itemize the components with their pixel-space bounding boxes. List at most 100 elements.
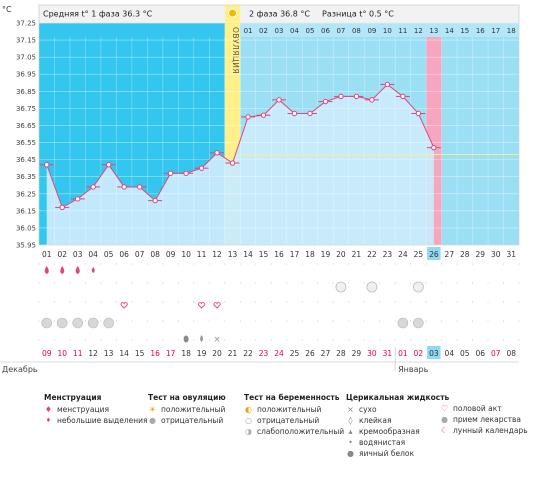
grid-dot <box>255 320 257 322</box>
sun-icon <box>228 8 238 18</box>
grid-dot <box>255 263 257 265</box>
grid-dot <box>317 339 319 341</box>
menstruation-icon <box>75 266 80 274</box>
legend-item: ● отрицательный <box>149 416 224 425</box>
legend-item: ◊ клейкая <box>346 415 449 426</box>
grid-dot <box>69 301 71 303</box>
temperature-point <box>276 97 282 103</box>
date-label: 30 <box>367 349 377 358</box>
grid-dot <box>208 339 210 341</box>
legend-title: Тест на беременность <box>244 393 340 402</box>
ovulation-test-icon <box>72 317 84 329</box>
grid-dot <box>177 282 179 284</box>
y-axis-unit: °C <box>2 5 12 14</box>
grid-dot <box>193 320 195 322</box>
y-tick-label: 36.35 <box>16 173 36 181</box>
cycle-day-label: 29 <box>476 250 486 259</box>
grid-dot <box>348 320 350 322</box>
symptoms-grid <box>39 264 519 343</box>
grid-dot <box>84 320 86 322</box>
date-label: 18 <box>181 349 191 358</box>
egg-white-icon: ● <box>347 449 354 458</box>
cycle-day-label: 24 <box>398 250 408 259</box>
grid-dot <box>69 282 71 284</box>
sun-icon: ☀ <box>148 405 157 414</box>
temperature-point <box>59 204 65 211</box>
temperature-point <box>105 162 112 168</box>
grid-dot <box>301 339 303 341</box>
cycle-day-label: 19 <box>321 250 331 259</box>
date-label: 14 <box>119 349 129 358</box>
grid-dot <box>239 301 241 303</box>
cycle-day-label: 26 <box>429 250 439 259</box>
top-day-label: 12 <box>414 27 423 35</box>
grid-dot <box>131 282 133 284</box>
grid-dot <box>131 339 133 341</box>
grid-dot <box>69 263 71 265</box>
pregnancy-test-icon <box>335 281 347 293</box>
grid-dot <box>425 320 427 322</box>
legend-item: ♦ небольшие выделения <box>45 416 148 425</box>
grid-dot <box>84 263 86 265</box>
y-tick-label: 36.85 <box>16 88 36 96</box>
legend-item: ☾ лунный календарь <box>440 426 528 435</box>
grid-dot <box>115 282 117 284</box>
legend-item: ♦ менструация <box>44 405 109 414</box>
temperature-point <box>369 97 375 103</box>
grid-dot <box>286 263 288 265</box>
grid-dot <box>410 339 412 341</box>
menstruation-icon <box>60 266 65 274</box>
date-label: 22 <box>243 349 253 358</box>
y-tick-label: 36.05 <box>16 224 36 232</box>
grid-dot <box>472 339 474 341</box>
grid-dot <box>286 282 288 284</box>
creamy-icon: ▴ <box>348 427 353 436</box>
grid-dot <box>162 263 164 265</box>
grid-dot <box>441 263 443 265</box>
date-label: 04 <box>445 349 455 358</box>
y-tick-label: 36.45 <box>16 156 36 164</box>
top-days-band <box>240 23 519 37</box>
grid-dot <box>518 339 520 341</box>
legend-item: ● прием лекарства <box>441 415 521 424</box>
grid-dot <box>146 282 148 284</box>
temperature-point <box>167 170 174 176</box>
temperature-point <box>431 144 437 151</box>
grid-dot <box>193 301 195 303</box>
grid-dot <box>270 339 272 341</box>
y-tick-label: 36.65 <box>16 122 36 130</box>
grid-dot <box>84 301 86 303</box>
cycle-day-label: 22 <box>367 250 377 259</box>
grid-dot <box>239 339 241 341</box>
grid-dot <box>332 339 334 341</box>
grid-dot <box>38 339 40 341</box>
cycle-day-label: 15 <box>259 250 269 259</box>
grid-dot <box>441 339 443 341</box>
grid-dot <box>472 301 474 303</box>
grid-dot <box>379 320 381 322</box>
grid-dot <box>69 339 71 341</box>
grid-dot <box>363 263 365 265</box>
top-day-label: 06 <box>321 27 330 35</box>
grid-dot <box>193 339 195 341</box>
top-day-label: 09 <box>367 27 376 35</box>
cross-icon: × <box>347 405 354 414</box>
date-label: 24 <box>274 349 284 358</box>
grid-dot <box>255 301 257 303</box>
grid-dot <box>146 301 148 303</box>
grid-dot <box>363 282 365 284</box>
top-day-label: 07 <box>336 27 345 35</box>
circle-gray-icon: ● <box>149 416 156 425</box>
grid-dot <box>38 282 40 284</box>
grid-dot <box>518 320 520 322</box>
y-tick-label: 36.55 <box>16 139 36 147</box>
current-date-marker <box>427 346 441 359</box>
top-day-label: 02 <box>259 27 268 35</box>
grid-dot <box>84 282 86 284</box>
temperature-point <box>322 98 329 105</box>
grid-dot <box>224 263 226 265</box>
cycle-day-label: 04 <box>88 250 98 259</box>
grid-dot <box>503 263 505 265</box>
temperature-point <box>214 150 220 156</box>
grid-dot <box>332 301 334 303</box>
